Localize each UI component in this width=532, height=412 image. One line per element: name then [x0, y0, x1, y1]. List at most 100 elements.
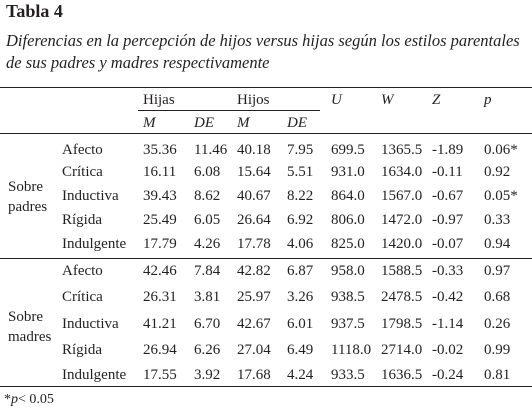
header-rule: [138, 110, 320, 111]
cell: 0.99: [484, 342, 511, 358]
cell: 6.70: [194, 316, 221, 332]
stat-header: W: [381, 92, 394, 108]
cell: 0.97: [484, 263, 511, 279]
stat-header: U: [331, 92, 342, 108]
cell: 35.36: [143, 142, 177, 158]
cell: 16.11: [143, 164, 177, 180]
cell: -0.02: [432, 342, 464, 358]
cell: 17.55: [143, 367, 177, 383]
cell: 1472.0: [381, 212, 423, 228]
cell: 933.5: [331, 367, 365, 383]
stat-header: Z: [432, 92, 441, 108]
cell: 825.0: [331, 236, 365, 252]
cell: 3.26: [287, 289, 314, 305]
cell: 0.05*: [484, 188, 518, 204]
row-label: Inductiva: [62, 316, 119, 332]
cell: 0.26: [484, 316, 511, 332]
cell: -0.97: [432, 212, 464, 228]
footnote-mark: *: [4, 392, 11, 407]
group-header: Hijas: [143, 92, 175, 108]
cell: 26.64: [237, 212, 271, 228]
cell: -1.89: [432, 142, 464, 158]
footnote-text: < 0.05: [18, 392, 54, 407]
cell: 938.5: [331, 289, 365, 305]
cell: 4.26: [194, 236, 221, 252]
cell: 8.62: [194, 188, 221, 204]
row-label: Inductiva: [62, 188, 119, 204]
cell: 15.64: [237, 164, 271, 180]
row-label: Crítica: [62, 164, 103, 180]
group-label: Sobre padres: [8, 179, 48, 215]
cell: 1420.0: [381, 236, 423, 252]
cell: 2714.0: [381, 342, 423, 358]
cell: 0.81: [484, 367, 511, 383]
row-label: Afecto: [62, 142, 103, 158]
cell: 26.94: [143, 342, 177, 358]
row-label: Indulgente: [62, 367, 127, 383]
group-rule: [0, 258, 532, 259]
cell: 699.5: [331, 142, 365, 158]
cell: 40.18: [237, 142, 271, 158]
cell: 6.08: [194, 164, 221, 180]
cell: 25.97: [237, 289, 271, 305]
title: Tabla 4: [6, 1, 63, 21]
cell: 41.21: [143, 316, 177, 332]
cell: 806.0: [331, 212, 365, 228]
cell: 937.5: [331, 316, 365, 332]
cell: 931.0: [331, 164, 365, 180]
cell: 0.94: [484, 236, 511, 252]
cell: 7.84: [194, 263, 221, 279]
cell: 27.04: [237, 342, 271, 358]
cell: 0.68: [484, 289, 511, 305]
cell: 17.78: [237, 236, 271, 252]
row-label: Rígida: [62, 212, 102, 228]
cell: 1588.5: [381, 263, 423, 279]
cell: 1118.0: [331, 342, 372, 358]
bottom-rule: [0, 386, 532, 387]
cell: 8.22: [287, 188, 314, 204]
cell: 958.0: [331, 263, 365, 279]
cell: 17.79: [143, 236, 177, 252]
sub-header: M: [143, 115, 156, 131]
top-rule: [0, 87, 532, 88]
caption: Diferencias en la percepción de hijos ve…: [6, 31, 520, 72]
cell: 0.06*: [484, 142, 518, 158]
cell: -0.42: [432, 289, 464, 305]
group-label: Sobre madres: [8, 309, 52, 345]
cell: -0.24: [432, 367, 464, 383]
footnote: *p< 0.05: [4, 391, 54, 409]
stat-header: p: [484, 92, 492, 108]
row-label: Afecto: [62, 263, 103, 279]
sub-header: M: [237, 115, 250, 131]
cell: 864.0: [331, 188, 365, 204]
row-label: Rígida: [62, 342, 102, 358]
cell: 4.06: [287, 236, 314, 252]
cell: 6.49: [287, 342, 314, 358]
cell: 42.67: [237, 316, 271, 332]
cell: 7.95: [287, 142, 314, 158]
cell: 40.67: [237, 188, 271, 204]
cell: 0.33: [484, 212, 511, 228]
cell: 4.24: [287, 367, 314, 383]
cell: 3.81: [194, 289, 221, 305]
cell: 1798.5: [381, 316, 423, 332]
cell: 2478.5: [381, 289, 423, 305]
cell: 42.82: [237, 263, 271, 279]
cell: 3.92: [194, 367, 221, 383]
group-header: Hijos: [237, 92, 270, 108]
cell: 6.87: [287, 263, 314, 279]
cell: 6.01: [287, 316, 314, 332]
cell: 5.51: [287, 164, 314, 180]
sub-header: DE: [287, 115, 307, 131]
cell: 1567.0: [381, 188, 423, 204]
cell: 6.92: [287, 212, 314, 228]
cell: 6.05: [194, 212, 221, 228]
cell: 39.43: [143, 188, 177, 204]
cell: -1.14: [432, 316, 464, 332]
header-bottom-rule: [0, 133, 532, 134]
cell: 1636.5: [381, 367, 423, 383]
cell: 1634.0: [381, 164, 423, 180]
cell: -0.11: [432, 164, 463, 180]
cell: 17.68: [237, 367, 271, 383]
